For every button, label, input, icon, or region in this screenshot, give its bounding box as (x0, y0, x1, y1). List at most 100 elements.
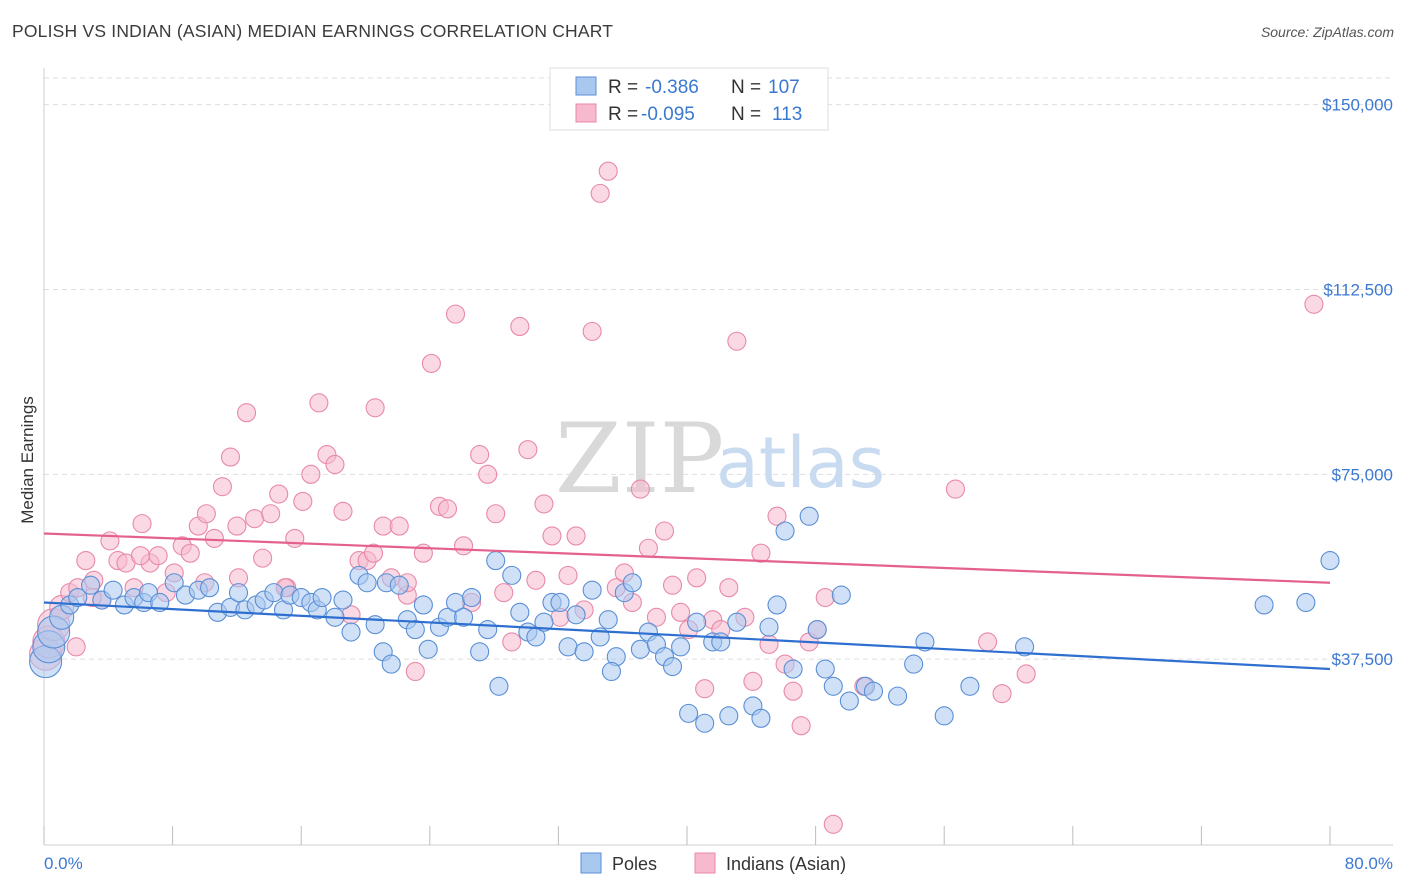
bottom-legend-swatch-poles (580, 852, 602, 874)
data-point (831, 585, 851, 605)
data-point (992, 684, 1012, 704)
data-point (558, 637, 578, 657)
data-point (341, 622, 361, 642)
data-point (695, 679, 715, 699)
legend-swatch-poles (575, 76, 597, 96)
data-point (445, 304, 466, 324)
legend-n-label-poles: N = (731, 77, 761, 98)
data-point (301, 464, 321, 484)
watermark-atlas: atlas (716, 422, 885, 504)
data-point (767, 595, 787, 615)
data-point (622, 573, 642, 593)
data-point (695, 713, 715, 733)
data-point (245, 509, 265, 529)
data-point (598, 161, 618, 181)
data-point (261, 504, 281, 524)
data-point (196, 504, 216, 524)
series-poles-points (29, 506, 1340, 733)
data-point (212, 477, 232, 497)
legend-r-value-indians: -0.095 (641, 104, 695, 125)
data-point (566, 526, 586, 546)
data-point (783, 659, 803, 679)
data-point (630, 479, 650, 499)
data-point (719, 706, 739, 726)
trend-line-indians (43, 532, 1331, 584)
data-point (333, 501, 353, 521)
data-point (486, 551, 506, 571)
data-point (727, 612, 747, 632)
data-point (204, 528, 224, 548)
data-point (743, 671, 763, 691)
data-point (421, 353, 441, 373)
data-point (791, 716, 811, 736)
legend-n-label-indians: N = (731, 104, 761, 125)
legend-r-value-poles: -0.386 (645, 77, 699, 98)
x-tick-max: 80.0% (1345, 854, 1393, 873)
grid-lines (44, 77, 1393, 660)
data-point (1296, 592, 1316, 613)
data-point (1016, 664, 1036, 684)
data-point (566, 605, 586, 625)
legend-r-label-indians: R = (608, 104, 638, 125)
data-point (405, 620, 425, 640)
data-point (365, 398, 385, 418)
data-point (293, 491, 313, 511)
data-point (558, 565, 578, 585)
data-point (81, 575, 101, 595)
data-point (220, 447, 241, 467)
data-point (654, 521, 675, 541)
data-point (823, 814, 843, 834)
data-point (76, 551, 96, 571)
y-tick-label: $150,000 (1322, 96, 1393, 115)
data-point (638, 538, 658, 558)
data-point (679, 703, 699, 723)
data-point (534, 494, 554, 514)
data-point (934, 706, 954, 726)
trend-line-poles (43, 601, 1331, 671)
data-point (671, 602, 691, 622)
data-point (775, 521, 795, 541)
data-point (285, 528, 305, 548)
data-point (389, 516, 409, 536)
data-point (687, 612, 707, 632)
chart-title: POLISH VS INDIAN (ASIAN) MEDIAN EARNINGS… (12, 21, 614, 41)
data-point (66, 637, 86, 657)
data-point (662, 575, 683, 595)
data-point (357, 573, 377, 593)
y-tick-labels: $37,500 $75,000 $112,500 $150,000 (1322, 96, 1393, 670)
data-point (489, 676, 509, 696)
data-point (815, 587, 835, 608)
data-point (687, 568, 707, 588)
data-point (711, 632, 731, 652)
legend-box: R = -0.386 N = 107 R = -0.095 N = 113 (549, 67, 829, 131)
data-point (590, 183, 610, 203)
data-point (751, 708, 771, 728)
data-point (132, 514, 152, 534)
data-point (601, 661, 621, 682)
data-point (333, 590, 353, 610)
data-point (839, 691, 859, 711)
data-point (815, 659, 835, 679)
data-point (148, 546, 168, 566)
data-point (309, 393, 329, 413)
data-point (582, 321, 602, 341)
data-point (582, 580, 602, 600)
bottom-legend-poles: Poles (612, 854, 657, 874)
data-point (478, 464, 498, 484)
data-point (510, 316, 530, 337)
y-tick-label: $37,500 (1332, 650, 1393, 669)
data-point (312, 587, 332, 608)
data-point (888, 686, 908, 706)
data-point (494, 583, 514, 603)
data-point (381, 654, 401, 674)
data-point (227, 516, 247, 536)
data-point (783, 681, 803, 701)
data-point (1254, 595, 1274, 615)
data-point (751, 543, 771, 563)
data-point (915, 632, 935, 652)
data-point (325, 454, 345, 475)
legend-swatch-indians (575, 103, 597, 123)
data-point (727, 331, 747, 351)
watermark: ZIP atlas (555, 403, 885, 515)
data-point (598, 610, 618, 630)
